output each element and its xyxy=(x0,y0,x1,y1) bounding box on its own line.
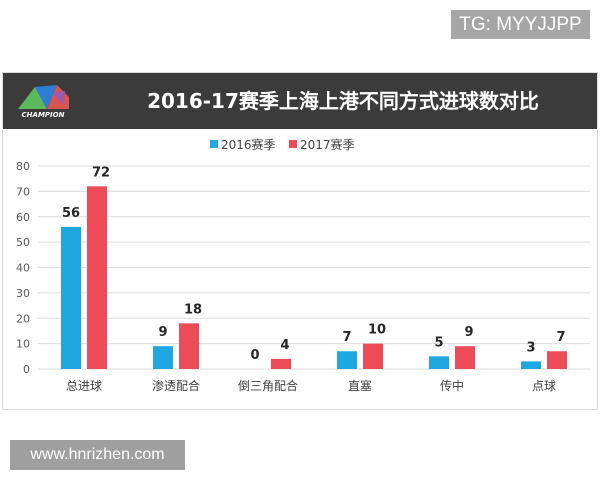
watermark-top: TG: MYYJJPP xyxy=(451,10,590,39)
data-label: 72 xyxy=(92,165,110,180)
legend-swatch xyxy=(210,140,218,148)
bar-2017 xyxy=(87,186,107,369)
y-tick-label: 80 xyxy=(16,160,30,173)
x-tick-label: 传中 xyxy=(440,378,464,393)
y-tick-label: 20 xyxy=(16,312,30,325)
data-label: 56 xyxy=(62,206,80,221)
chart-title: 2016-17赛季上海上港不同方式进球数对比 xyxy=(147,89,539,113)
data-label: 18 xyxy=(184,302,202,317)
legend-label: 2017赛季 xyxy=(300,137,355,152)
x-tick-label: 总进球 xyxy=(66,379,102,393)
y-tick-label: 40 xyxy=(16,262,30,275)
bar-2017 xyxy=(547,351,567,369)
bar-2017 xyxy=(363,343,383,369)
y-tick-label: 60 xyxy=(16,211,30,224)
chart-header: CHAMPION 2016-17赛季上海上港不同方式进球数对比 xyxy=(3,73,597,129)
data-label: 7 xyxy=(342,330,351,345)
legend-label: 2016赛季 xyxy=(221,137,276,152)
bar-2016 xyxy=(429,356,449,369)
data-label: 0 xyxy=(250,348,259,363)
y-tick-label: 50 xyxy=(16,236,30,249)
x-tick-label: 点球 xyxy=(532,379,556,393)
bar-2017 xyxy=(271,358,291,369)
legend-swatch xyxy=(289,140,297,148)
x-tick-label: 渗透配合 xyxy=(152,378,200,393)
bar-2016 xyxy=(61,226,81,369)
data-label: 4 xyxy=(280,338,289,353)
data-label: 3 xyxy=(526,340,535,355)
watermark-bottom: www.hnrizhen.com xyxy=(10,440,185,470)
data-label: 9 xyxy=(464,325,473,340)
y-tick-label: 0 xyxy=(23,363,30,376)
champion-logo: CHAMPION xyxy=(13,81,73,123)
y-tick-label: 10 xyxy=(16,338,30,351)
data-label: 7 xyxy=(556,330,565,345)
x-tick-label: 直塞 xyxy=(348,378,372,393)
bar-2017 xyxy=(179,323,199,369)
x-tick-label: 倒三角配合 xyxy=(238,378,298,393)
y-tick-label: 30 xyxy=(16,287,30,300)
bar-2016 xyxy=(521,361,541,369)
data-label: 5 xyxy=(434,335,443,350)
logo-text: CHAMPION xyxy=(21,111,65,119)
bar-2016 xyxy=(153,346,173,369)
y-tick-label: 70 xyxy=(16,185,30,198)
bar-2016 xyxy=(337,351,357,369)
data-label: 9 xyxy=(158,325,167,340)
bar-2017 xyxy=(455,346,475,369)
data-label: 10 xyxy=(368,323,386,338)
